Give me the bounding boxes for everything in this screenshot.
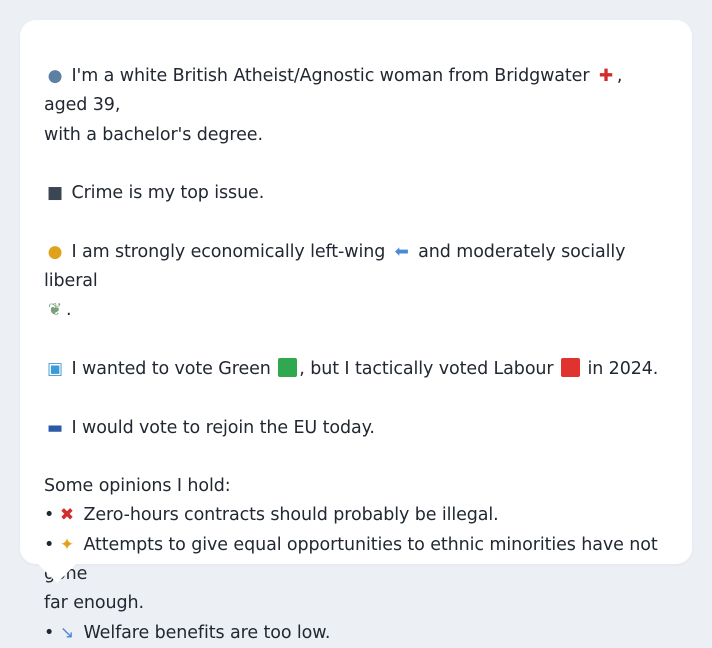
intro-age: , aged 39,	[44, 66, 623, 116]
vote-year: in 2024.	[587, 358, 659, 379]
england-flag-icon: ✚	[598, 66, 613, 86]
ideology-economic: I am strongly economically left-wing	[71, 241, 386, 262]
top-issue-line: ■ Crime is my top issue.	[44, 179, 668, 208]
ideology-social: and moderately socially liberal	[44, 241, 626, 292]
intro-text: I'm a white British Atheist/Agnostic wom…	[71, 66, 590, 86]
bullet: •	[44, 534, 55, 555]
chart-decreasing-icon: ↘	[59, 622, 75, 643]
vote-wanted: I wanted to vote Green	[71, 358, 271, 379]
intro-education: with a bachelor's degree.	[44, 124, 263, 145]
red-square-icon	[560, 357, 580, 377]
green-square-icon	[278, 357, 298, 377]
bullet: •	[44, 622, 55, 643]
persona-card: ● I'm a white British Atheist/Agnostic w…	[20, 20, 692, 643]
opinions-heading: Some opinions I hold:	[44, 476, 231, 497]
dove-icon: ❦	[47, 300, 63, 321]
bubble-pointer	[38, 564, 76, 583]
opinion-item: • ↘ Welfare benefits are too low.	[44, 619, 668, 648]
police-car-icon: ■	[47, 183, 63, 204]
vote-line: ▣ I wanted to vote Green , but I tactica…	[44, 355, 668, 384]
left-arrow-icon: ⬅	[394, 241, 409, 262]
eu-flag-icon: ▬	[47, 417, 63, 438]
ballot-box-icon: ▣	[47, 358, 63, 379]
opinion-item: • ✖ Zero-hours contracts should probably …	[44, 501, 668, 530]
opinion-text: Attempts to give equal opportunities to …	[44, 534, 658, 585]
opinion-text-continued: far enough.	[44, 593, 144, 614]
opinion-text: Zero-hours contracts should probably be …	[83, 505, 499, 526]
eu-text: I would vote to rejoin the EU today.	[71, 417, 375, 438]
eu-line: ▬ I would vote to rejoin the EU today.	[44, 414, 668, 443]
ideology-period: .	[66, 300, 72, 321]
bullet: •	[44, 505, 55, 526]
thinking-face-icon: ●	[47, 241, 63, 262]
ideology-line: ● I am strongly economically left-wing ⬅…	[44, 238, 668, 297]
cross-mark-icon: ✖	[59, 505, 75, 526]
opinion-text: Welfare benefits are too low.	[83, 622, 331, 643]
handshake-icon: ✦	[59, 534, 75, 555]
vote-tactical: , but I tactically voted Labour	[299, 358, 554, 379]
intro-line: ● I'm a white British Atheist/Agnostic w…	[44, 62, 668, 121]
person-icon: ●	[47, 66, 63, 86]
top-issue-text: Crime is my top issue.	[71, 183, 265, 204]
opinion-item: • ✦ Attempts to give equal opportunities …	[44, 531, 668, 590]
ideology-line-2: ❦.	[44, 296, 668, 325]
